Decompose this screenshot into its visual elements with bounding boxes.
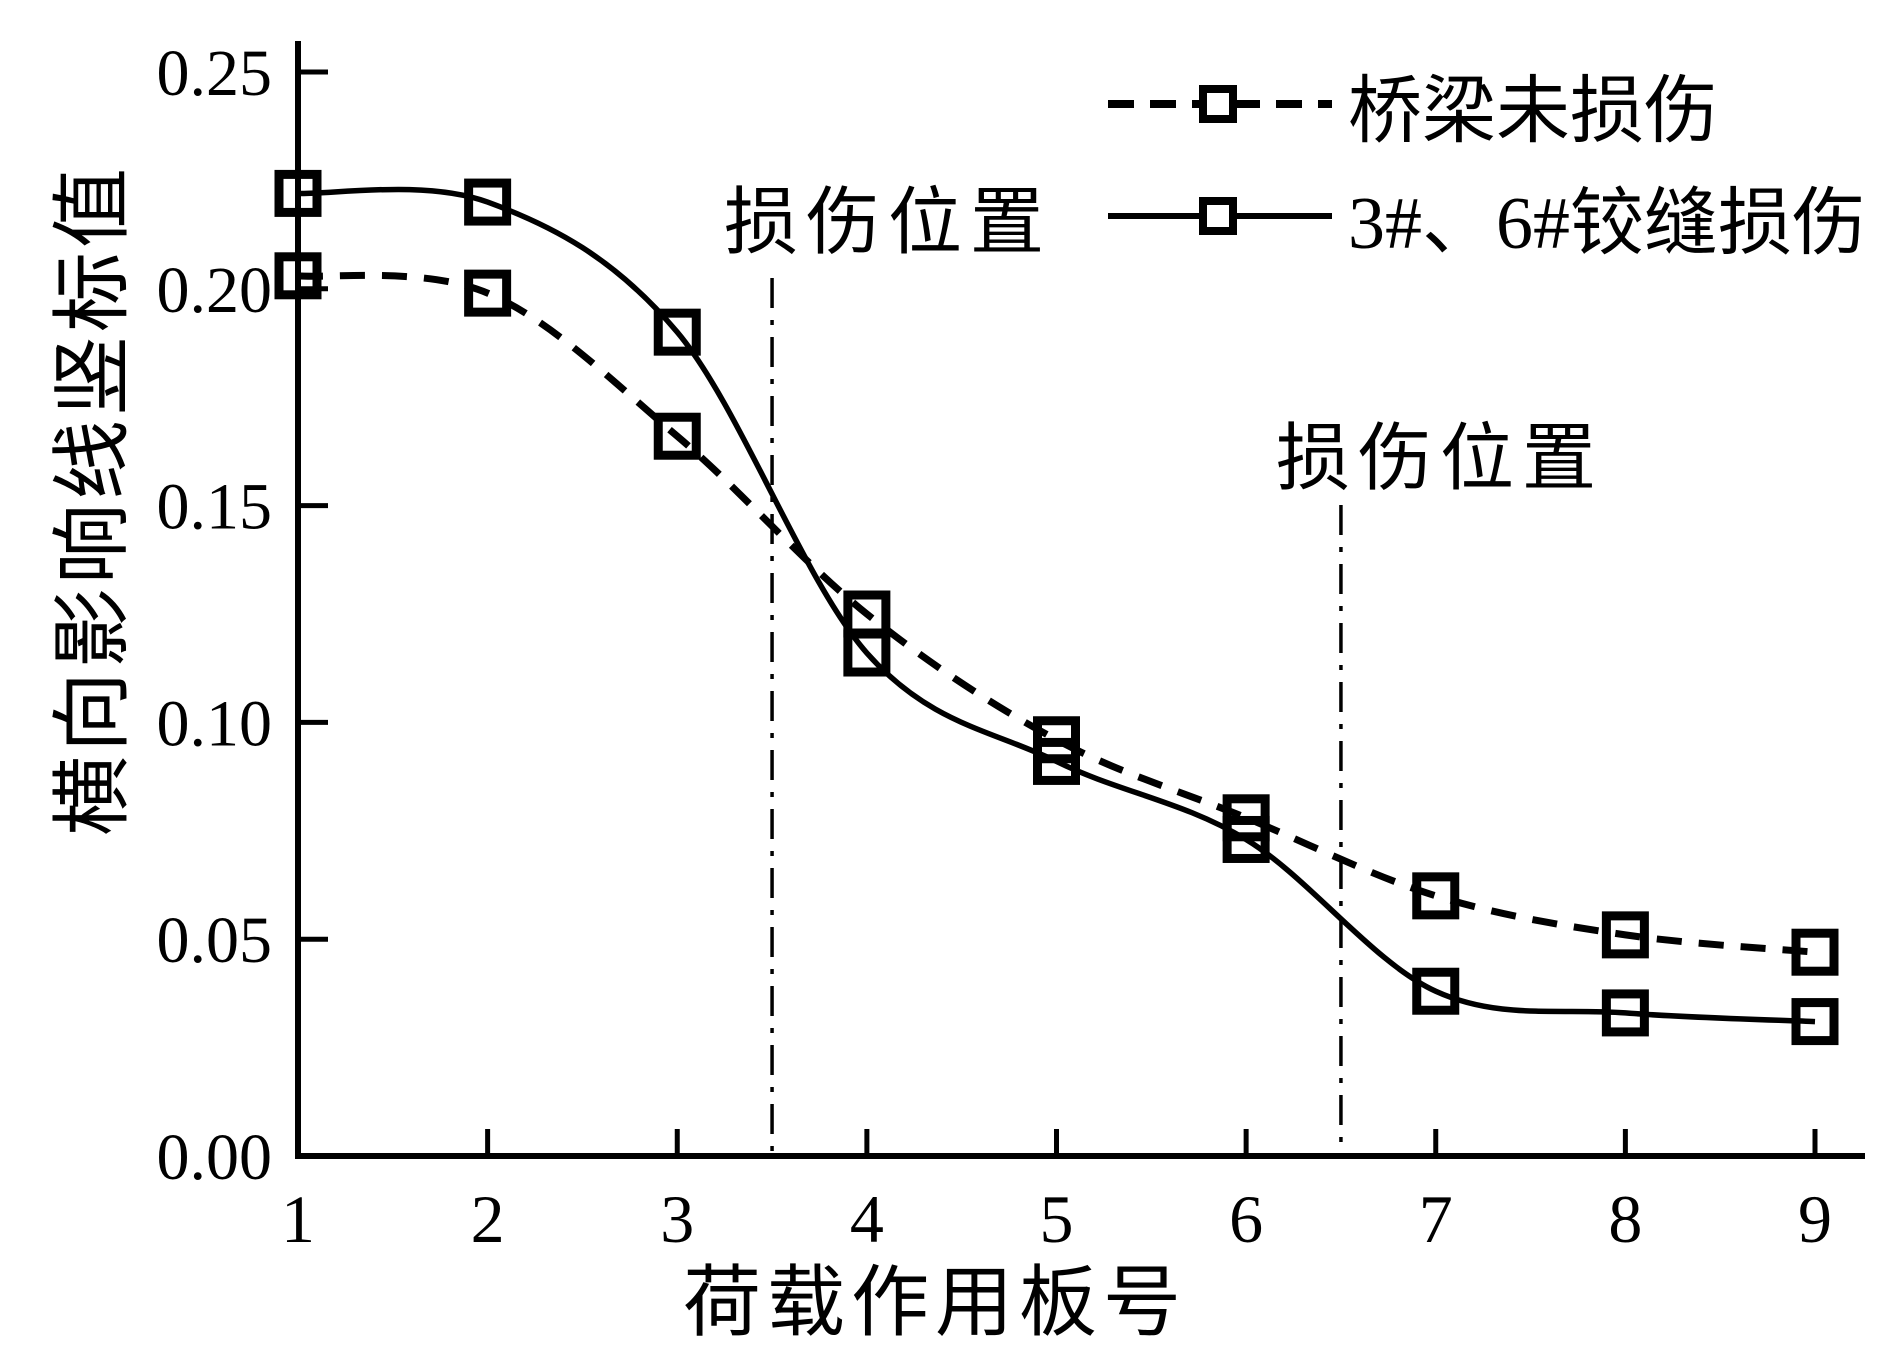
y-tick-label: 0.20: [157, 254, 273, 327]
x-tick-label: 9: [1798, 1181, 1832, 1257]
y-tick-label: 0.25: [157, 37, 273, 110]
x-tick-label: 6: [1229, 1181, 1263, 1257]
data-point-marker-undamaged: [1601, 911, 1649, 959]
x-tick-label: 8: [1608, 1181, 1642, 1257]
legend-label-damaged: 3#、6#铰缝损伤: [1348, 182, 1866, 265]
y-tick-label: 0.15: [157, 471, 273, 544]
solid-line-square-marker-icon: [1108, 197, 1332, 235]
x-tick-label: 5: [1040, 1181, 1074, 1257]
data-point-marker-damaged: [1601, 989, 1649, 1037]
data-point-marker-damaged: [1033, 737, 1080, 785]
x-tick-label: 3: [660, 1181, 694, 1257]
y-tick-label: 0.05: [157, 904, 273, 977]
data-point-marker-damaged: [653, 308, 701, 356]
data-point-marker-undamaged: [274, 252, 322, 300]
data-point-marker-undamaged: [653, 412, 701, 460]
chart-legend: 桥梁未损伤 3#、6#铰缝损伤: [1106, 48, 1866, 272]
data-point-marker-undamaged: [1791, 928, 1839, 976]
legend-item-undamaged: 桥梁未损伤: [1106, 48, 1866, 160]
legend-label-undamaged: 桥梁未损伤: [1348, 70, 1718, 153]
data-point-marker-damaged: [274, 169, 322, 217]
y-tick-label: 0.00: [157, 1121, 273, 1194]
series-line-damaged: [297, 186, 1816, 1025]
x-tick-label: 2: [471, 1181, 505, 1257]
data-point-marker-damaged: [1222, 815, 1270, 863]
data-point-marker-damaged: [464, 178, 512, 226]
y-tick-label: 0.10: [157, 687, 273, 760]
damage-location-label-2: 损伤位置: [1276, 418, 1604, 501]
data-point-marker-undamaged: [464, 269, 512, 317]
data-point-marker-damaged: [843, 629, 891, 677]
data-point-marker-undamaged: [1412, 872, 1460, 920]
series-line-undamaged: [297, 271, 1816, 956]
data-point-marker-damaged: [1791, 998, 1839, 1046]
y-axis-title: 横向影响线竖标值: [50, 164, 138, 836]
dashed-line-square-marker-icon: [1108, 85, 1332, 123]
x-tick-label: 1: [281, 1181, 315, 1257]
x-axis-title: 荷载作用板号: [682, 1259, 1188, 1345]
x-tick-label: 7: [1419, 1181, 1453, 1257]
x-tick-label: 4: [850, 1181, 884, 1257]
legend-item-damaged: 3#、6#铰缝损伤: [1106, 160, 1866, 272]
damage-location-label-1: 损伤位置: [724, 182, 1052, 265]
data-point-marker-damaged: [1412, 967, 1460, 1015]
